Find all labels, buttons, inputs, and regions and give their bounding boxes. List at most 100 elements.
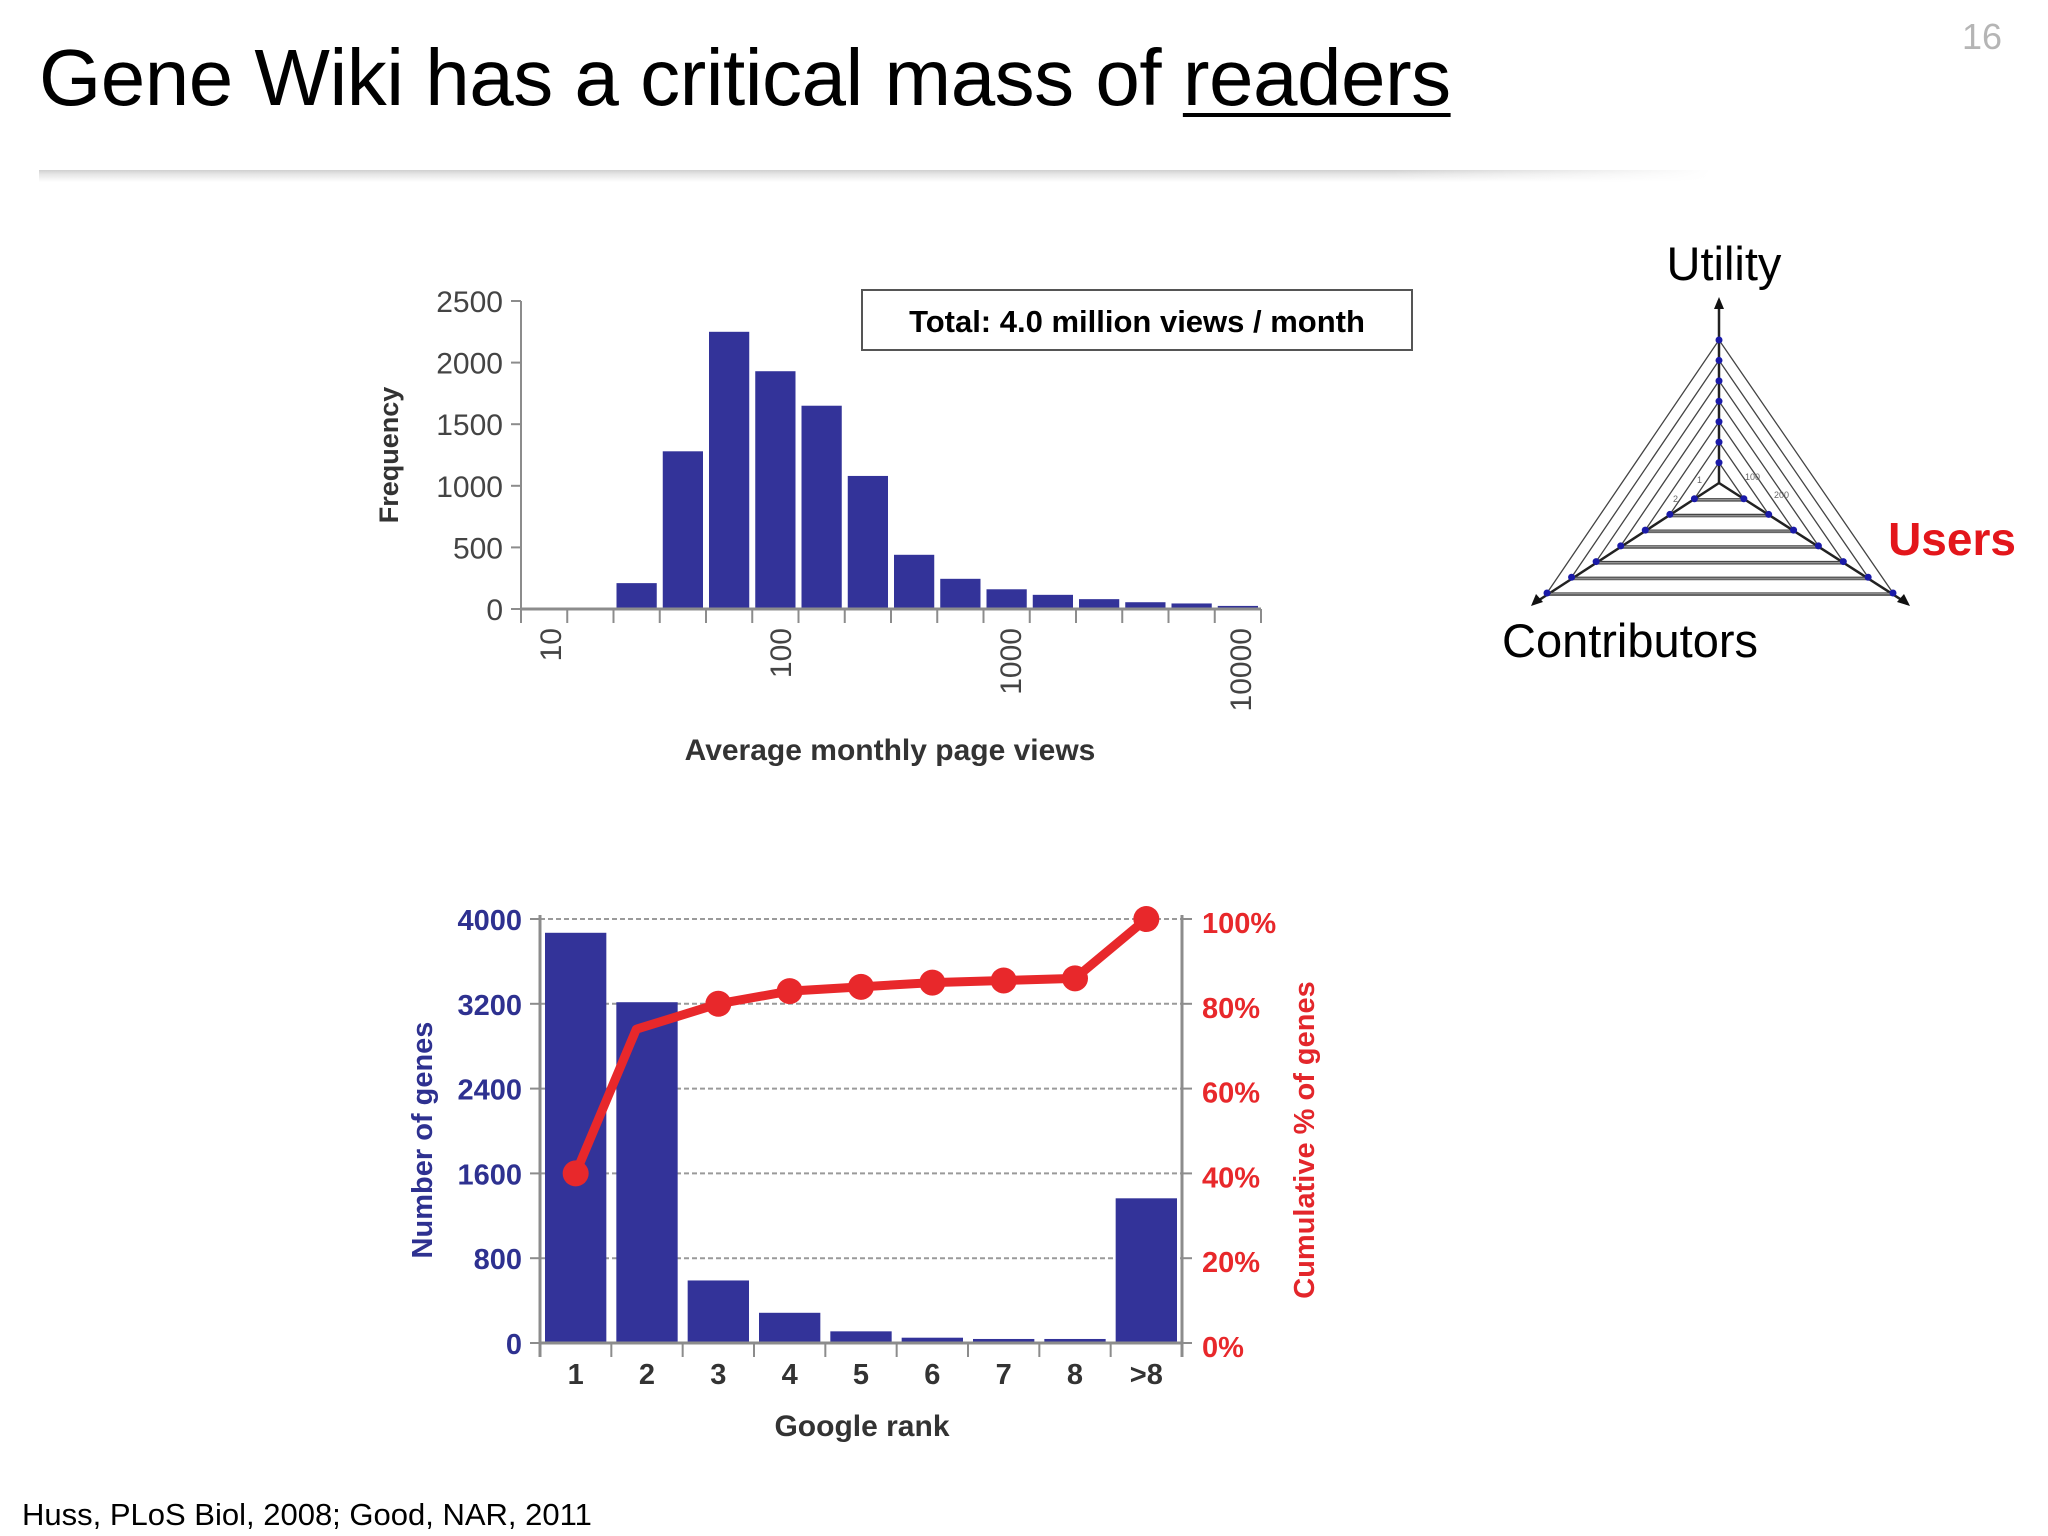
histogram-y-ticks: 0 500 1000 1500 2000 2500 [436,286,522,627]
rank-x-tick-label: 7 [996,1359,1012,1391]
histogram-bar [1125,602,1166,609]
histogram-y-tick-label: 500 [453,532,503,565]
histogram-bar [1032,594,1073,609]
google-rank-chart: 0 800 1600 2400 3200 4000 0% 20% 40% 60% 80% 100% 1 2… [407,905,1321,1443]
rank-x-tick-label: 1 [568,1359,584,1391]
radar-axis-line [1718,481,1909,606]
title-divider [39,170,1711,182]
rank-bar [901,1337,963,1343]
rank-left-tick-label: 2400 [457,1075,522,1107]
histogram-xlabel: Average monthly page views [685,734,1096,767]
radar-diagram: 1 2 100 200 Utility Users Contributors [1502,237,2016,667]
histogram-y-tick-label: 0 [486,594,503,627]
cumulative-point [776,978,803,1005]
radar-point [1889,589,1897,597]
rank-bar [1115,1198,1177,1343]
rank-right-tick-label: 80% [1202,993,1260,1025]
slide-number: 16 [1962,16,2003,57]
title-prefix: Gene Wiki has a critical mass of [39,33,1183,122]
histogram-x-tick-labels: 10 100 1000 10000 [535,628,1258,711]
rank-x-tick-label: 6 [924,1359,940,1391]
slide-title: Gene Wiki has a critical mass of readers [39,38,1451,118]
arrowhead-icon [1897,594,1910,606]
rank-bar [545,932,607,1343]
rank-bar [687,1280,749,1343]
title-emphasis: readers [1182,33,1451,122]
rank-x-tick-label: >8 [1130,1359,1163,1391]
radar-point [1715,397,1723,405]
cumulative-point [848,973,874,1000]
rank-axes [538,915,1184,1357]
histogram-x-tick-label: 10 [535,628,568,661]
radar-point [1740,495,1748,503]
radar-axis-users: Users [1888,513,2016,565]
histogram-x-axis [520,607,1262,623]
cumulative-point [990,967,1017,994]
rank-ylabel-right: Cumulative % of genes [1289,981,1321,1298]
histogram-x-tick-label: 10000 [1225,628,1258,711]
histogram-bars [616,331,1258,609]
rank-bar [759,1312,821,1343]
radar-point [1543,589,1551,597]
radar-point [1592,558,1600,566]
radar-tick-label: 200 [1774,490,1789,500]
radar-point [1715,438,1723,446]
histogram-bar [940,578,981,609]
rank-x-tick-label: 2 [639,1359,655,1391]
radar-tick-label: 2 [1673,494,1678,504]
rank-x-tick-label: 5 [853,1359,869,1391]
rank-right-tick-label: 100% [1202,908,1276,940]
histogram-y-tick-label: 1500 [436,409,503,442]
radar-point [1715,459,1723,467]
radar-level-triangle [1570,359,1870,578]
histogram-bar [1171,603,1212,609]
histogram-x-tick-label: 1000 [995,628,1028,695]
radar-point [1715,377,1723,385]
radar-axis-contributors: Contributors [1502,614,1758,667]
rank-left-tick-label: 0 [506,1329,522,1361]
histogram-bar [894,554,935,609]
cumulative-point [1062,965,1088,992]
histogram-y-tick-label: 1000 [436,471,503,504]
histogram-chart: Frequency 0 500 1000 1500 2000 2500 10 100 1000… [374,286,1413,767]
radar-point [1790,526,1798,534]
rank-bar [973,1338,1035,1343]
rank-left-tick-label: 4000 [457,905,522,937]
radar-level-triangle [1545,338,1895,594]
radar-level-triangle [1644,420,1795,531]
radar-level-triangle [1594,379,1845,563]
cumulative-line [562,906,1160,1187]
radar-level-triangle [1619,400,1820,547]
radar-point [1690,495,1698,503]
histogram-bar [847,475,888,609]
cumulative-point [705,990,732,1017]
radar-triangles: 1 2 100 200 [1531,297,1910,606]
radar-axis-utility: Utility [1667,237,1782,290]
rank-right-tick-label: 40% [1202,1162,1260,1194]
radar-point [1839,558,1847,566]
radar-axis-line [1532,481,1720,606]
cumulative-point [1133,906,1160,932]
histogram-annotation-box [861,289,1413,351]
radar-tick-label: 1 [1697,475,1702,485]
rank-xlabel: Google rank [774,1410,949,1443]
histogram-bar [1217,605,1258,609]
rank-right-tick-label: 20% [1202,1247,1260,1279]
radar-point [1715,336,1723,344]
radar-level-triangle [1668,440,1770,516]
histogram-y-tick-label: 2000 [436,348,503,381]
cumulative-point [562,1160,589,1187]
rank-right-tick-label: 0% [1202,1332,1244,1364]
radar-tick-label: 100 [1745,472,1760,482]
rank-x-tick-label: 4 [782,1359,798,1391]
arrowhead-icon [1531,594,1543,606]
histogram-y-tick-label: 2500 [436,286,503,319]
rank-right-tick-label: 60% [1202,1078,1260,1110]
histogram-bar [616,583,657,609]
histogram-bar [709,331,750,609]
histogram-x-tick-label: 100 [765,628,798,678]
radar-point [1715,356,1723,364]
rank-tick-labels: 0 800 1600 2400 3200 4000 0% 20% 40% 60% 80% 100% 1 2… [457,905,1276,1391]
histogram-ylabel: Frequency [374,387,404,524]
